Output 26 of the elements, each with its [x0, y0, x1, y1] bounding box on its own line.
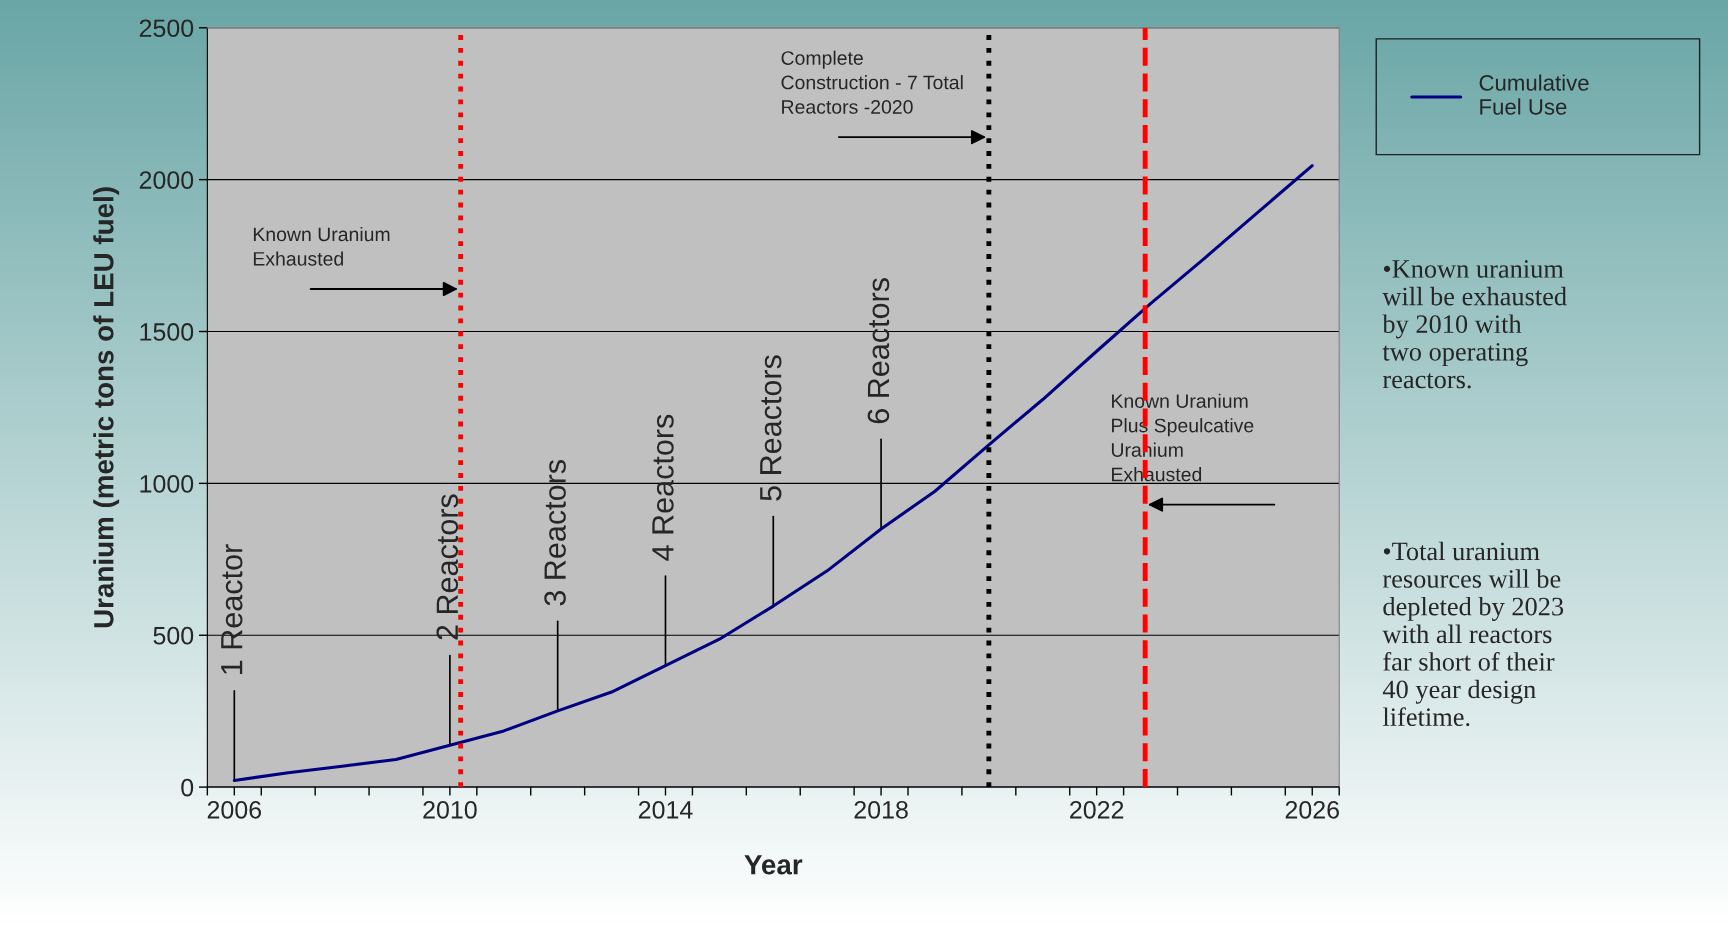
x-tick-label: 2026 [1285, 800, 1339, 819]
annotation: 2 Reactors [436, 494, 459, 640]
y-tick-label: 1500 [140, 323, 194, 341]
text: •Known uranium will be exhausted by 2010 with two operating reactors. [1382, 260, 1567, 389]
y-tick-label: 2000 [139, 171, 194, 189]
annotation: Known Uranium Exhausted [253, 226, 390, 266]
x-axis-title: Year [744, 855, 803, 875]
x-tick-label: 2014 [638, 800, 693, 819]
legend-label: Cumulative Fuel Use [1479, 74, 1589, 115]
y-axis-title: Uranium (metric tons of LEU fuel) [93, 187, 120, 628]
y-tick-label: 0 [181, 778, 194, 797]
annotation: 5 Reactors [760, 355, 782, 501]
annotation: 4 Reactors [652, 414, 674, 561]
y-tick-label: 500 [153, 626, 194, 645]
x-tick-label: 2022 [1070, 800, 1124, 819]
annotation: 3 Reactors [544, 460, 566, 606]
annotation: Complete Construction - 7 Total Reactors -2020 [781, 50, 963, 114]
annotation: Known Uranium Plus Speulcative Uranium Exhausted [1111, 393, 1254, 482]
x-tick-label: 2006 [207, 800, 262, 819]
annotation: 6 Reactors [867, 278, 890, 424]
y-tick-label: 1000 [140, 474, 194, 493]
annotation: 1 Reactor [221, 544, 243, 674]
text: •Total uranium resources will be depleted by 2023 with all reactors far short of their 40 year design lifetime. [1382, 541, 1564, 727]
x-tick-label: 2018 [854, 800, 908, 819]
y-tick-label: 2500 [139, 19, 194, 38]
x-tick-label: 2010 [423, 800, 477, 819]
